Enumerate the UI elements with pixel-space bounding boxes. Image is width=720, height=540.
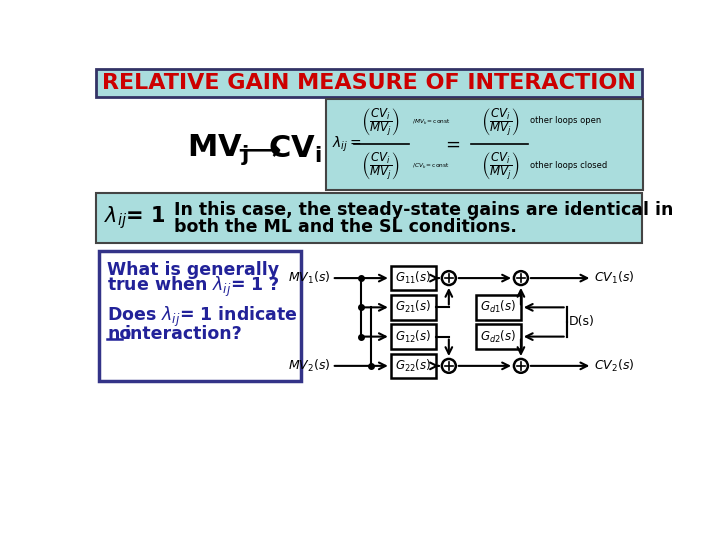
FancyBboxPatch shape (326, 99, 642, 190)
Text: $\lambda_{ij}=$: $\lambda_{ij}=$ (332, 134, 361, 154)
Bar (391, 266, 436, 291)
Text: $\mathbf{MV_j}$: $\mathbf{MV_j}$ (187, 132, 248, 167)
Text: $\mathbf{CV_i}$: $\mathbf{CV_i}$ (269, 134, 323, 165)
Text: D(s): D(s) (569, 315, 595, 328)
Text: Does $\lambda_{ij}$= 1 indicate: Does $\lambda_{ij}$= 1 indicate (107, 305, 298, 329)
Text: $\left(\dfrac{CV_i}{MV_j}\right)$: $\left(\dfrac{CV_i}{MV_j}\right)$ (482, 106, 520, 138)
Text: In this case, the steady-state gains are identical in: In this case, the steady-state gains are… (174, 200, 673, 219)
Text: $G_{d1}(s)$: $G_{d1}(s)$ (480, 299, 516, 315)
Text: $G_{12}(s)$: $G_{12}(s)$ (395, 328, 431, 345)
Text: other loops closed: other loops closed (530, 161, 608, 170)
Bar (391, 295, 436, 320)
Text: RELATIVE GAIN MEASURE OF INTERACTION: RELATIVE GAIN MEASURE OF INTERACTION (102, 73, 636, 93)
Circle shape (442, 271, 456, 285)
Circle shape (514, 359, 528, 373)
Text: both the ML and the SL conditions.: both the ML and the SL conditions. (174, 218, 516, 235)
Bar (391, 354, 436, 378)
Text: $CV_1(s)$: $CV_1(s)$ (594, 270, 634, 286)
Text: true when $\lambda_{ij}$= 1 ?: true when $\lambda_{ij}$= 1 ? (107, 274, 280, 299)
Text: $G_{11}(s)$: $G_{11}(s)$ (395, 270, 431, 286)
Text: $G_{22}(s)$: $G_{22}(s)$ (395, 358, 431, 374)
Text: interaction?: interaction? (124, 325, 242, 343)
Text: $\left(\dfrac{CV_i}{MV_j}\right)$: $\left(\dfrac{CV_i}{MV_j}\right)$ (482, 151, 520, 183)
Text: $G_{d2}(s)$: $G_{d2}(s)$ (480, 328, 516, 345)
Text: $MV_2(s)$: $MV_2(s)$ (288, 358, 330, 374)
FancyBboxPatch shape (96, 193, 642, 244)
Bar (391, 325, 436, 349)
Bar (476, 295, 521, 320)
Text: $G_{21}(s)$: $G_{21}(s)$ (395, 299, 431, 315)
FancyBboxPatch shape (96, 70, 642, 97)
Text: $\longrightarrow$: $\longrightarrow$ (232, 135, 282, 164)
Text: $\lambda_{ij}$= 1: $\lambda_{ij}$= 1 (104, 205, 166, 232)
Text: What is generally: What is generally (107, 261, 279, 279)
Text: $CV_2(s)$: $CV_2(s)$ (594, 358, 634, 374)
Text: $MV_1(s)$: $MV_1(s)$ (288, 270, 330, 286)
Circle shape (514, 271, 528, 285)
Text: other loops open: other loops open (530, 116, 601, 125)
Text: $_{/MV_k=\mathrm{const}}$: $_{/MV_k=\mathrm{const}}$ (412, 117, 450, 127)
Text: $_{/CV_k=\mathrm{const}}$: $_{/CV_k=\mathrm{const}}$ (412, 161, 449, 171)
Text: $=$: $=$ (442, 135, 461, 153)
Circle shape (442, 359, 456, 373)
Text: $\left(\dfrac{CV_i}{MV_j}\right)$: $\left(\dfrac{CV_i}{MV_j}\right)$ (361, 151, 400, 183)
FancyBboxPatch shape (99, 251, 301, 381)
Bar (476, 325, 521, 349)
Text: $\left(\dfrac{CV_i}{MV_j}\right)$: $\left(\dfrac{CV_i}{MV_j}\right)$ (361, 106, 400, 138)
Text: no: no (107, 325, 131, 343)
